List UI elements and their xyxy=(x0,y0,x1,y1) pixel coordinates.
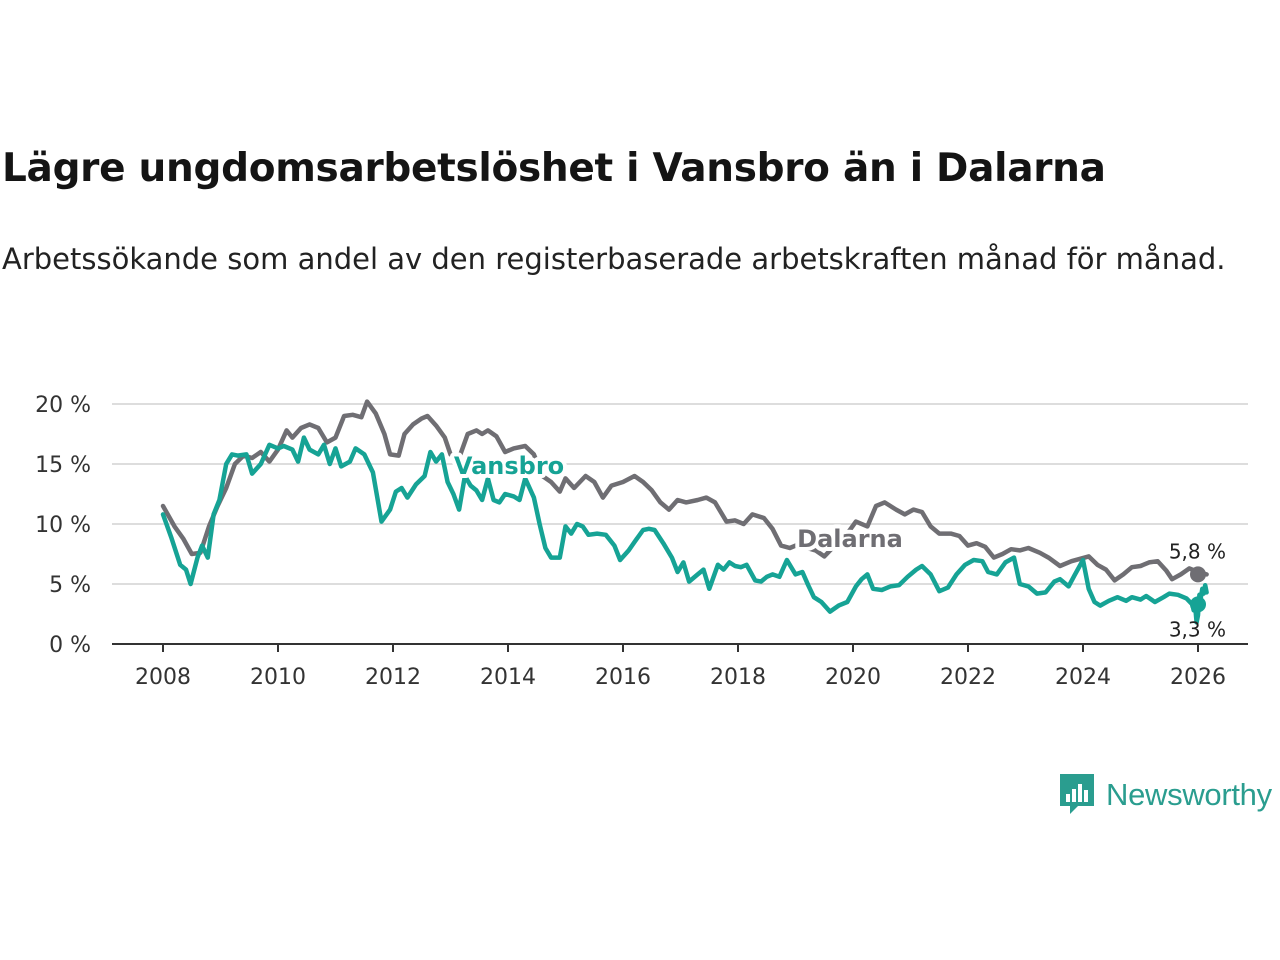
x-tick-label: 2022 xyxy=(940,665,996,690)
series-layer xyxy=(160,399,1209,625)
x-tick-label: 2008 xyxy=(135,665,191,690)
x-tick-label: 2014 xyxy=(480,665,536,690)
brand-name: Newsworthy xyxy=(1106,777,1272,812)
series-line-vansbro xyxy=(160,435,1209,625)
line-chart: 0 % 5 % 10 % 15 % 20 % 2008 2010 2012 2014 2016 20… xyxy=(35,393,1248,690)
end-point-dalarna xyxy=(1190,566,1206,583)
axis-layer: 0 % 5 % 10 % 15 % 20 % 2008 2010 2012 2014 2016 20… xyxy=(35,393,1248,690)
x-tick-label: 2010 xyxy=(250,665,306,690)
end-label-vansbro: 3,3 % xyxy=(1169,617,1226,641)
chart-subtitle: Arbetssökande som andel av den registerb… xyxy=(2,242,1226,276)
newsworthy-logo-icon xyxy=(1060,774,1094,814)
y-tick-label: 10 % xyxy=(35,513,91,538)
x-tick-label: 2016 xyxy=(595,665,651,690)
y-tick-label: 20 % xyxy=(35,393,91,418)
x-tick-label: 2024 xyxy=(1055,665,1111,690)
series-label-halo: Dalarna xyxy=(797,525,903,553)
x-tick-label: 2018 xyxy=(710,665,766,690)
series-label-halo: Vansbro xyxy=(454,452,564,480)
end-point-vansbro xyxy=(1190,596,1206,613)
chart-title: Lägre ungdomsarbetslöshet i Vansbro än i… xyxy=(2,146,1106,191)
end-label-dalarna: 5,8 % xyxy=(1169,539,1226,563)
x-tick-label: 2020 xyxy=(825,665,881,690)
grid-layer xyxy=(112,403,1248,585)
y-tick-label: 0 % xyxy=(49,633,91,658)
x-tick-label: 2026 xyxy=(1170,665,1226,690)
series-label-vansbro: Vansbro xyxy=(454,452,564,480)
x-tick-label: 2012 xyxy=(365,665,421,690)
series-label-dalarna: Dalarna xyxy=(797,525,903,553)
y-tick-label: 5 % xyxy=(49,573,91,598)
y-tick-label: 15 % xyxy=(35,453,91,478)
series-line-dalarna xyxy=(160,399,1209,583)
brand: Newsworthy xyxy=(1058,772,1272,818)
